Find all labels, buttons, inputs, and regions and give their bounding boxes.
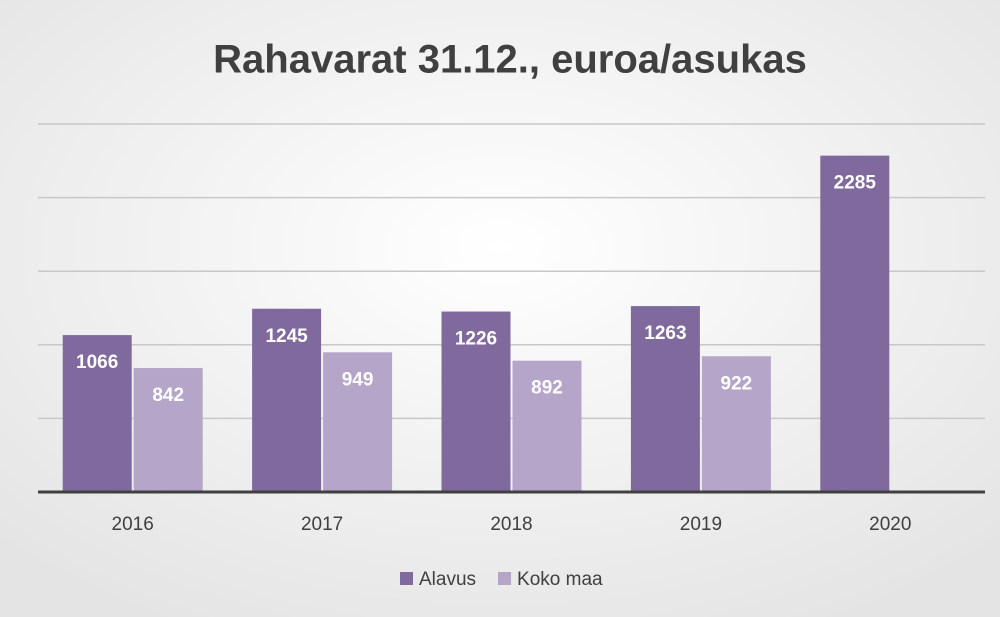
data-label: 1245 — [265, 326, 308, 347]
data-label: 1226 — [455, 329, 497, 350]
bar — [630, 306, 700, 492]
bar — [62, 335, 132, 492]
bar — [323, 352, 393, 492]
data-label: 1263 — [644, 323, 686, 344]
x-tick-label: 2018 — [490, 514, 532, 535]
x-tick-label: 2017 — [301, 514, 343, 535]
chart-title: Rahavarat 31.12., euroa/asukas — [213, 38, 807, 82]
data-label: 1066 — [76, 352, 118, 373]
bar — [133, 368, 203, 492]
legend-swatch — [498, 572, 512, 585]
bar — [820, 155, 890, 492]
bar — [701, 356, 771, 492]
data-label: 842 — [152, 385, 184, 406]
data-label: 2285 — [834, 173, 877, 194]
bar — [441, 311, 511, 492]
data-label: 949 — [342, 369, 374, 390]
legend-label: Alavus — [419, 569, 476, 590]
legend-label: Koko maa — [517, 569, 603, 590]
x-tick-label: 2020 — [869, 514, 911, 535]
bar — [252, 308, 322, 492]
data-label: 892 — [531, 378, 563, 399]
legend-swatch — [400, 572, 413, 585]
x-tick-label: 2016 — [112, 514, 154, 535]
x-tick-label: 2019 — [680, 514, 722, 535]
data-label: 922 — [721, 373, 753, 394]
bar — [512, 360, 582, 492]
